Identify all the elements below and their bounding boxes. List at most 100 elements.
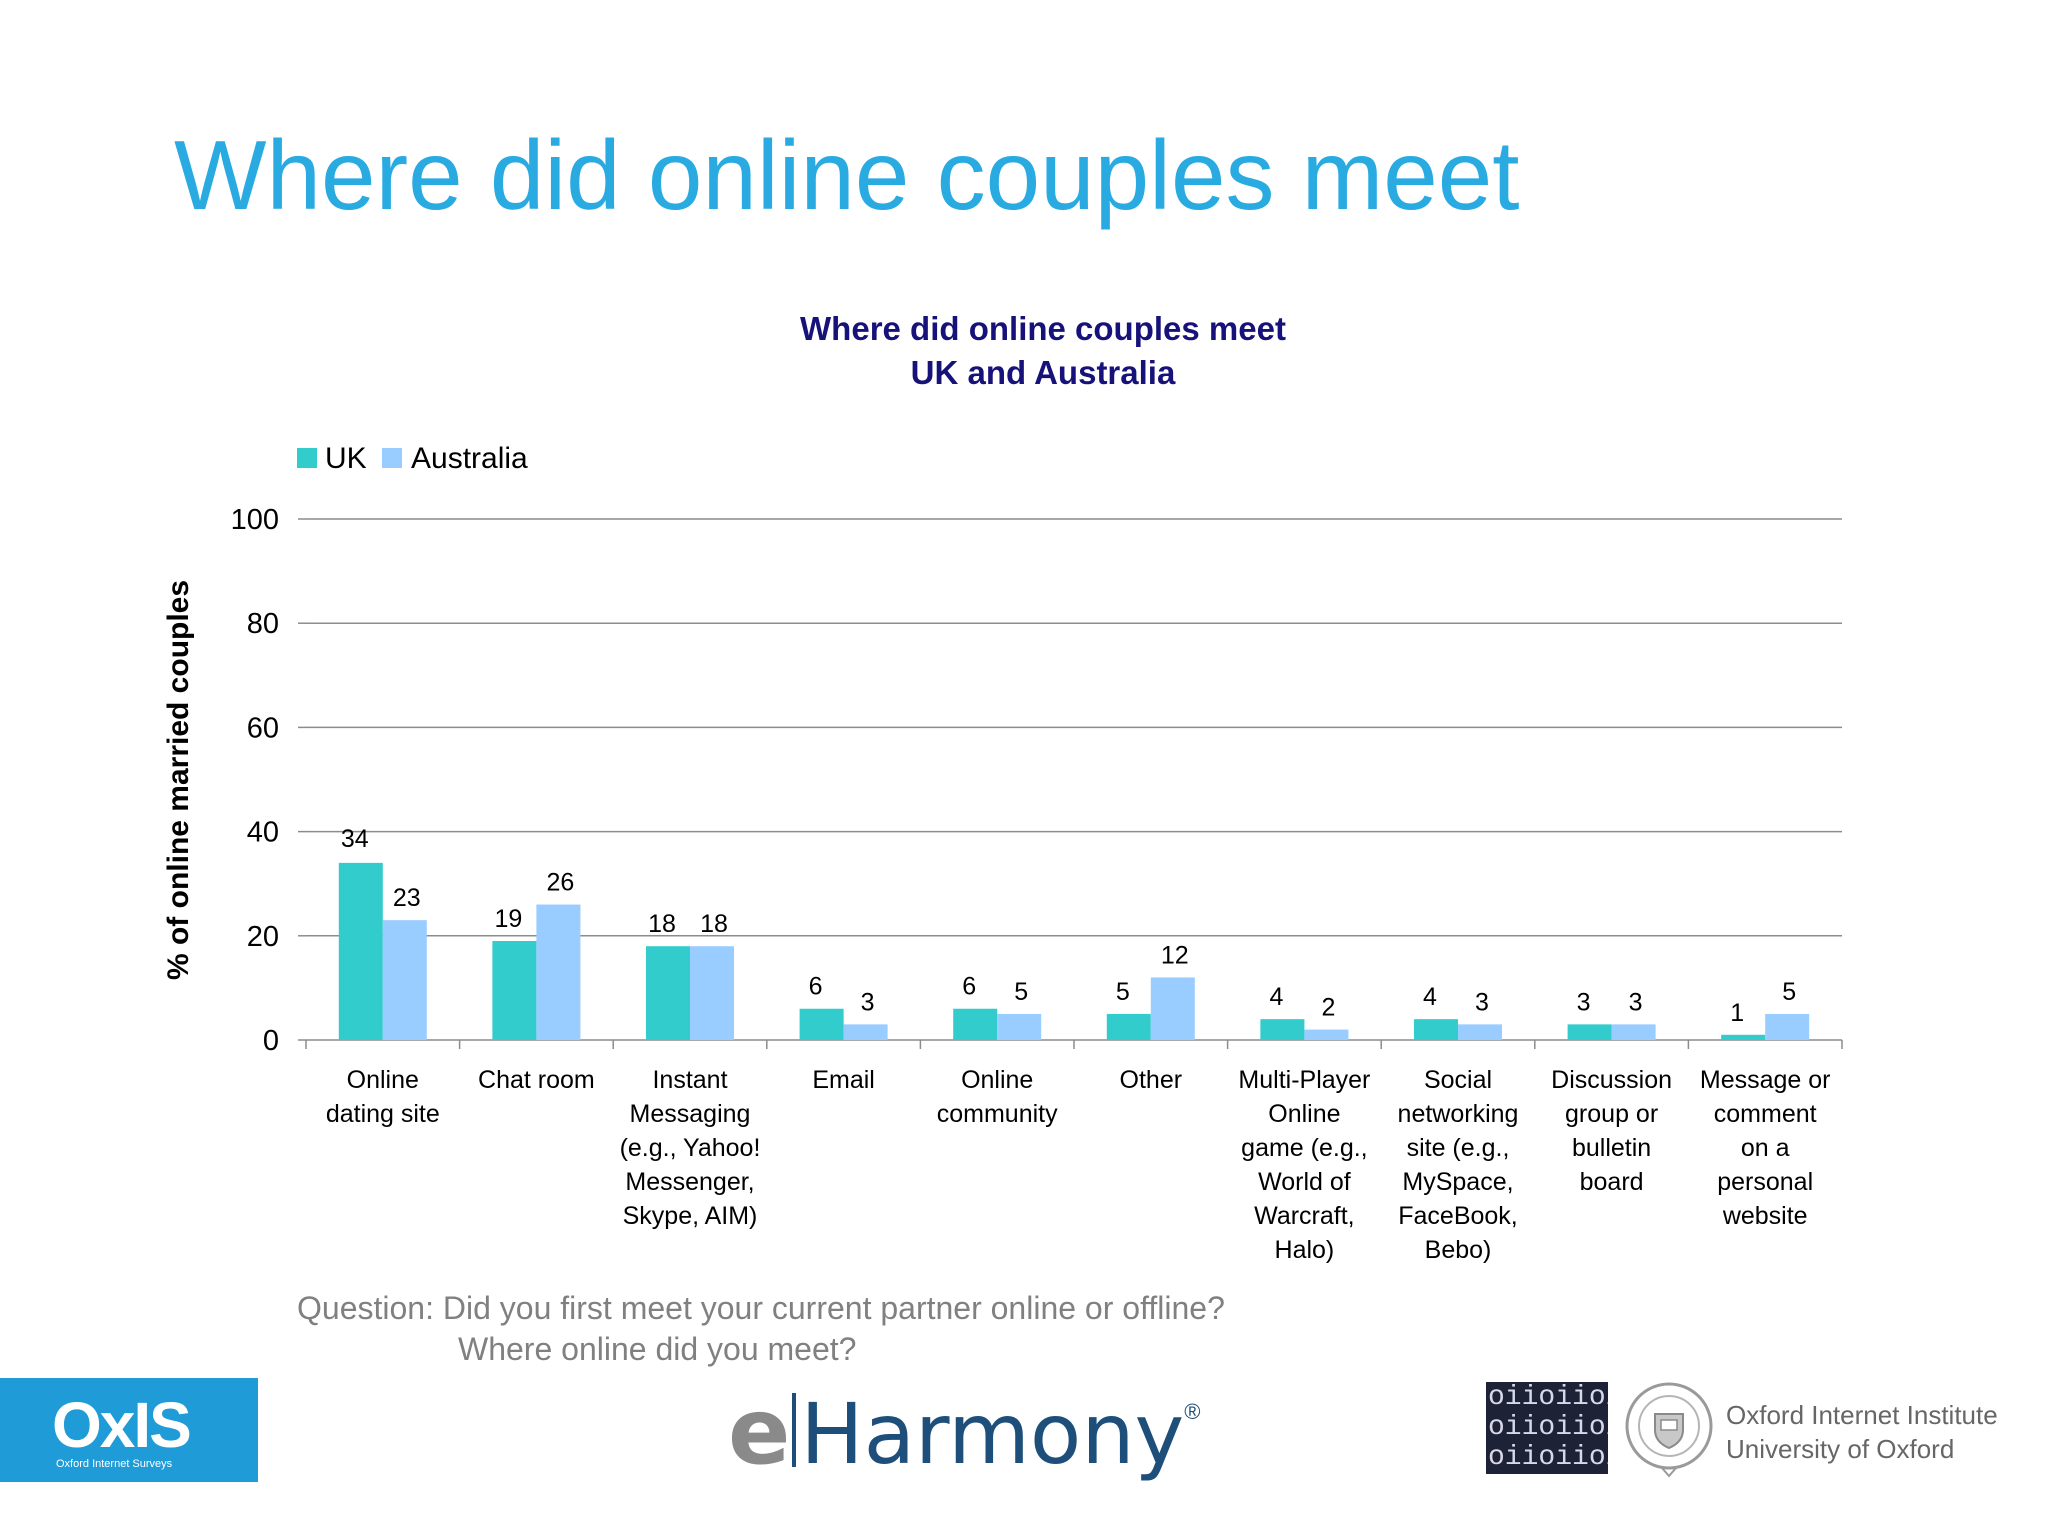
category-label-10: website [1722, 1202, 1808, 1230]
category-label-9: board [1580, 1168, 1644, 1196]
value-label-uk-4: 6 [809, 973, 823, 1001]
oii-binary-row: oiioiioi [1488, 1412, 1608, 1443]
category-label-10: Message or [1700, 1066, 1831, 1094]
category-label-1: dating site [326, 1100, 440, 1128]
bar-uk-4 [799, 1008, 844, 1040]
category-label-8: site (e.g., [1407, 1134, 1510, 1162]
value-label-australia-1: 23 [393, 884, 421, 912]
bar-uk-1 [338, 862, 383, 1040]
bar-uk-6 [1106, 1013, 1151, 1040]
category-label-8: networking [1398, 1100, 1519, 1128]
category-label-7: Online [1268, 1100, 1340, 1128]
bar-uk-9 [1567, 1024, 1612, 1040]
oxford-seal-icon [1625, 1382, 1713, 1478]
value-label-australia-4: 3 [861, 988, 875, 1016]
oii-logo-text: Oxford Internet Institute University of … [1726, 1398, 1998, 1466]
bar-australia-1 [382, 920, 427, 1040]
category-label-4: Email [812, 1066, 875, 1094]
eharmony-logo: e Harmony® [728, 1378, 1201, 1485]
value-label-australia-9: 3 [1629, 988, 1643, 1016]
y-tick-label-60: 60 [247, 712, 279, 744]
bar-australia-9 [1611, 1024, 1656, 1040]
y-tick-label-100: 100 [231, 504, 279, 536]
category-label-3: (e.g., Yahoo! [620, 1134, 761, 1162]
eharmony-logo-name: Harmony [800, 1385, 1185, 1483]
oii-binary-row: oiioiioi [1488, 1442, 1608, 1473]
oii-binary-row: oiioiioi [1488, 1382, 1608, 1413]
bar-uk-8 [1414, 1019, 1458, 1040]
bar-uk-5 [953, 1008, 998, 1040]
value-label-australia-5: 5 [1014, 978, 1028, 1006]
category-label-10: personal [1717, 1168, 1813, 1196]
value-label-australia-10: 5 [1782, 978, 1796, 1006]
category-label-7: Multi-Player [1238, 1066, 1370, 1094]
bar-australia-6 [1150, 977, 1195, 1040]
category-label-2: Chat room [478, 1066, 595, 1094]
survey-question: Question: Did you first meet your curren… [297, 1288, 1225, 1370]
y-tick-label-40: 40 [247, 817, 279, 849]
value-label-uk-7: 4 [1269, 983, 1283, 1011]
bar-australia-2 [536, 904, 581, 1040]
value-label-australia-6: 12 [1161, 941, 1189, 969]
eharmony-logo-mark: ® [1184, 1399, 1201, 1424]
bar-chart: Where did online couples meet UK and Aus… [162, 310, 1843, 1264]
oxis-logo: OxIS Oxford Internet Surveys [0, 1378, 258, 1482]
oxis-logo-subtext: Oxford Internet Surveys [56, 1458, 173, 1470]
value-label-australia-2: 26 [546, 869, 574, 897]
question-line-2: Where online did you meet? [458, 1331, 857, 1367]
eharmony-logo-divider [792, 1393, 797, 1467]
value-label-uk-5: 6 [962, 973, 976, 1001]
bar-uk-3 [646, 946, 690, 1040]
value-label-uk-8: 4 [1423, 983, 1437, 1011]
category-label-3: Messenger, [625, 1168, 754, 1196]
legend-swatch-australia [382, 448, 402, 468]
category-label-3: Instant [652, 1066, 727, 1094]
category-label-8: MySpace, [1402, 1168, 1513, 1196]
question-line-1: Question: Did you first meet your curren… [297, 1290, 1225, 1326]
value-label-uk-9: 3 [1577, 988, 1591, 1016]
oii-line-1: Oxford Internet Institute [1726, 1400, 1998, 1430]
value-label-australia-8: 3 [1475, 988, 1489, 1016]
legend-label-uk: UK [325, 442, 367, 475]
category-label-7: game (e.g., [1241, 1134, 1367, 1162]
legend-label-australia: Australia [411, 442, 528, 475]
category-label-3: Messaging [630, 1100, 751, 1128]
bars [338, 862, 1810, 1040]
category-label-8: FaceBook, [1398, 1202, 1518, 1230]
eharmony-logo-e: e [728, 1378, 791, 1485]
legend-swatch-uk [297, 448, 317, 468]
y-axis-label: % of online married couples [162, 580, 195, 980]
value-label-uk-1: 34 [341, 825, 369, 853]
oii-binary-logo: oiioiioi oiioiioi oiioiioi [1486, 1382, 1608, 1474]
oxis-logo-text: OxIS [52, 1389, 192, 1461]
bar-uk-7 [1260, 1019, 1305, 1040]
y-tick-label-80: 80 [247, 608, 279, 640]
category-label-7: Halo) [1275, 1236, 1335, 1264]
category-label-7: World of [1258, 1168, 1351, 1196]
category-label-5: Online [961, 1066, 1033, 1094]
category-label-1: Online [347, 1066, 419, 1094]
chart-title-line-2: UK and Australia [911, 354, 1176, 391]
chart-title-line-1: Where did online couples meet [800, 310, 1286, 347]
slide-title: Where did online couples meet [174, 120, 1520, 230]
value-label-australia-3: 18 [700, 910, 728, 938]
y-tick-label-0: 0 [263, 1025, 279, 1057]
bar-australia-10 [1765, 1013, 1810, 1040]
value-label-uk-3: 18 [648, 910, 676, 938]
bar-australia-7 [1304, 1029, 1349, 1040]
category-label-9: group or [1565, 1100, 1658, 1128]
value-label-uk-10: 1 [1730, 999, 1744, 1027]
category-label-3: Skype, AIM) [623, 1202, 758, 1230]
y-tick-label-20: 20 [247, 921, 279, 953]
bar-australia-3 [690, 946, 734, 1040]
category-label-8: Social [1424, 1066, 1492, 1094]
category-label-9: Discussion [1551, 1066, 1672, 1094]
value-label-uk-2: 19 [494, 905, 522, 933]
bar-uk-10 [1721, 1034, 1766, 1040]
bar-uk-2 [492, 941, 537, 1040]
bar-australia-8 [1458, 1024, 1502, 1040]
bar-australia-4 [843, 1024, 888, 1040]
category-label-9: bulletin [1572, 1134, 1651, 1162]
category-label-6: Other [1120, 1066, 1183, 1094]
